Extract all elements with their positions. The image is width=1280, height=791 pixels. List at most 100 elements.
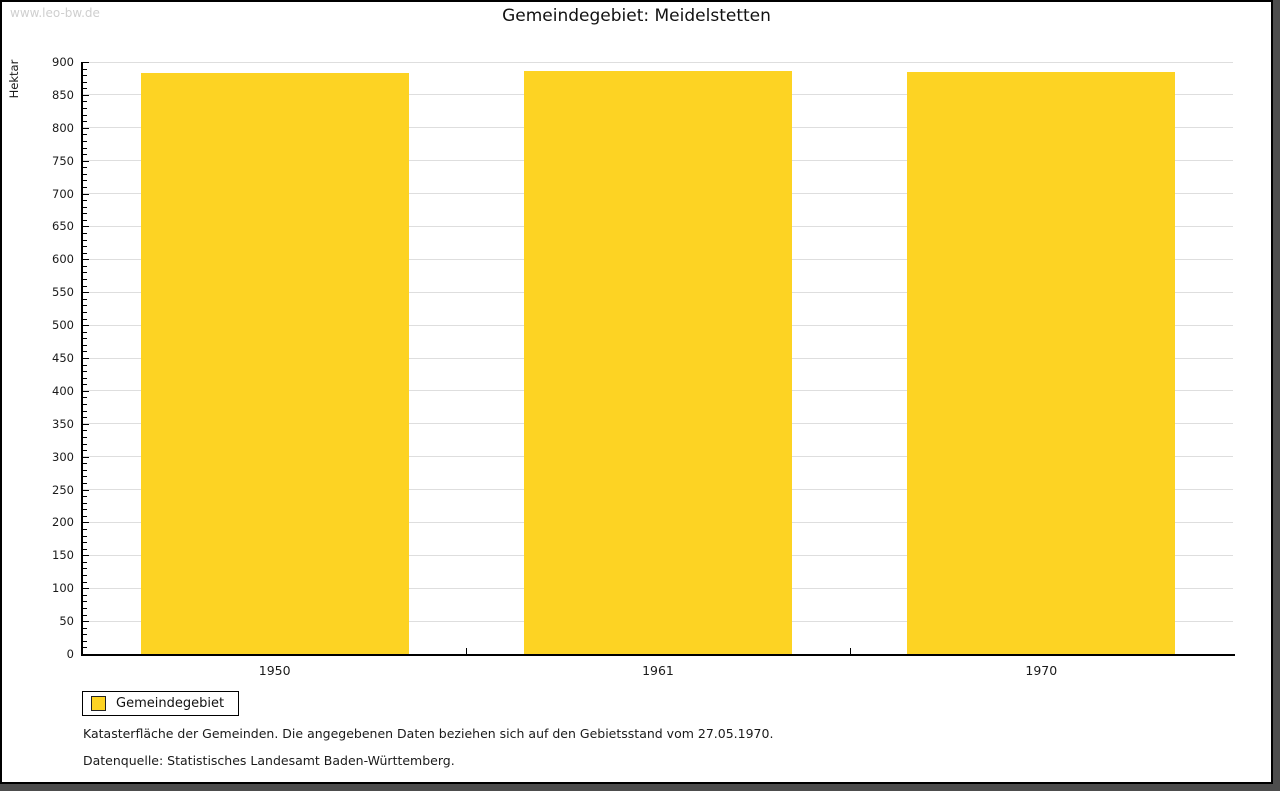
y-tick-label: 400 <box>52 383 74 398</box>
y-minor-tick <box>83 482 87 484</box>
y-major-tick <box>83 292 89 294</box>
y-minor-tick <box>83 200 87 202</box>
y-minor-tick <box>83 417 87 419</box>
plot-area: 0 50 100 150 200 250 300 350 400 450 500 550 600 650 7… <box>52 56 1235 678</box>
y-tick-label: 100 <box>52 581 74 596</box>
y-minor-tick <box>83 101 87 103</box>
y-minor-tick <box>83 614 87 616</box>
y-tick-label: 650 <box>52 219 74 234</box>
y-minor-tick <box>83 186 87 188</box>
y-minor-tick <box>83 542 87 544</box>
y-minor-tick <box>83 371 87 373</box>
footnote-source-note: Katasterfläche der Gemeinden. Die angege… <box>83 726 774 741</box>
x-boundary-tick <box>466 648 468 654</box>
legend-swatch-icon <box>91 696 106 711</box>
y-tick-label: 450 <box>52 351 74 365</box>
y-major-tick <box>83 226 89 228</box>
y-minor-tick <box>83 634 87 636</box>
y-minor-tick <box>83 469 87 471</box>
y-minor-tick <box>83 450 87 452</box>
y-minor-tick <box>83 108 87 110</box>
footnote-data-source: Datenquelle: Statistisches Landesamt Bad… <box>83 753 455 768</box>
y-major-tick <box>83 654 89 655</box>
y-axis-line <box>81 62 83 656</box>
y-tick-label: 700 <box>52 186 74 201</box>
y-minor-tick <box>83 147 87 149</box>
y-minor-tick <box>83 430 87 432</box>
y-minor-tick <box>83 265 87 267</box>
x-tick-label: 1961 <box>642 663 674 678</box>
y-major-tick <box>83 522 89 524</box>
y-minor-tick <box>83 246 87 248</box>
y-minor-tick <box>83 529 87 531</box>
y-minor-tick <box>83 351 87 353</box>
y-minor-tick <box>83 239 87 241</box>
y-minor-tick <box>83 252 87 254</box>
y-minor-tick <box>83 206 87 208</box>
y-minor-tick <box>83 272 87 274</box>
y-tick-label: 200 <box>52 515 74 530</box>
y-major-tick <box>83 62 89 63</box>
y-major-tick <box>83 390 89 392</box>
y-minor-tick <box>83 173 87 175</box>
y-gridline <box>83 61 1233 63</box>
y-minor-tick <box>83 68 87 70</box>
y-minor-tick <box>83 219 87 221</box>
y-minor-tick <box>83 496 87 498</box>
y-tick-label: 0 <box>66 647 74 661</box>
y-tick-label: 550 <box>52 285 74 300</box>
y-axis-label: Hektar <box>7 59 21 99</box>
y-minor-tick <box>83 134 87 136</box>
y-minor-tick <box>83 285 87 287</box>
y-tick-label: 800 <box>52 120 74 135</box>
y-major-tick <box>83 94 89 96</box>
y-minor-tick <box>83 601 87 603</box>
x-tick-label: 1950 <box>258 663 291 678</box>
x-boundary-tick <box>849 648 851 654</box>
y-major-tick <box>83 259 89 261</box>
y-major-tick <box>83 193 89 195</box>
y-minor-tick <box>83 607 87 609</box>
y-minor-tick <box>83 515 87 517</box>
bar-1961 <box>524 71 792 654</box>
y-minor-tick <box>83 88 87 90</box>
y-major-tick <box>83 160 89 162</box>
y-minor-tick <box>83 140 87 142</box>
y-minor-tick <box>83 627 87 629</box>
legend-box: Gemeindegebiet <box>82 691 240 716</box>
y-major-tick <box>83 423 89 425</box>
y-minor-tick <box>83 548 87 550</box>
y-tick-label: 600 <box>52 252 74 267</box>
y-tick-label: 150 <box>52 548 74 563</box>
y-minor-tick <box>83 509 87 511</box>
y-major-tick <box>83 127 89 129</box>
y-major-tick <box>83 358 89 359</box>
y-minor-tick <box>83 233 87 235</box>
y-minor-tick <box>83 167 87 169</box>
y-minor-tick <box>83 213 87 215</box>
y-minor-tick <box>83 581 87 583</box>
watermark: www.leo-bw.de <box>10 6 100 20</box>
y-minor-tick <box>83 364 87 366</box>
y-minor-tick <box>83 318 87 320</box>
bar-1950 <box>140 72 409 654</box>
y-minor-tick <box>83 384 87 386</box>
y-minor-tick <box>83 311 87 313</box>
y-minor-tick <box>83 154 87 156</box>
y-minor-tick <box>83 344 87 346</box>
y-minor-tick <box>83 594 87 596</box>
y-minor-tick <box>83 561 87 563</box>
y-minor-tick <box>83 397 87 399</box>
y-minor-tick <box>83 180 87 182</box>
bar-1970 <box>907 71 1176 654</box>
y-minor-tick <box>83 75 87 77</box>
y-major-tick <box>83 489 89 491</box>
y-tick-label: 250 <box>52 482 74 497</box>
y-minor-tick <box>83 298 87 300</box>
y-minor-tick <box>83 338 87 340</box>
y-minor-tick <box>83 476 87 478</box>
y-minor-tick <box>83 279 87 281</box>
y-tick-label: 350 <box>52 416 74 431</box>
y-minor-tick <box>83 114 87 116</box>
y-tick-label: 750 <box>52 153 74 168</box>
